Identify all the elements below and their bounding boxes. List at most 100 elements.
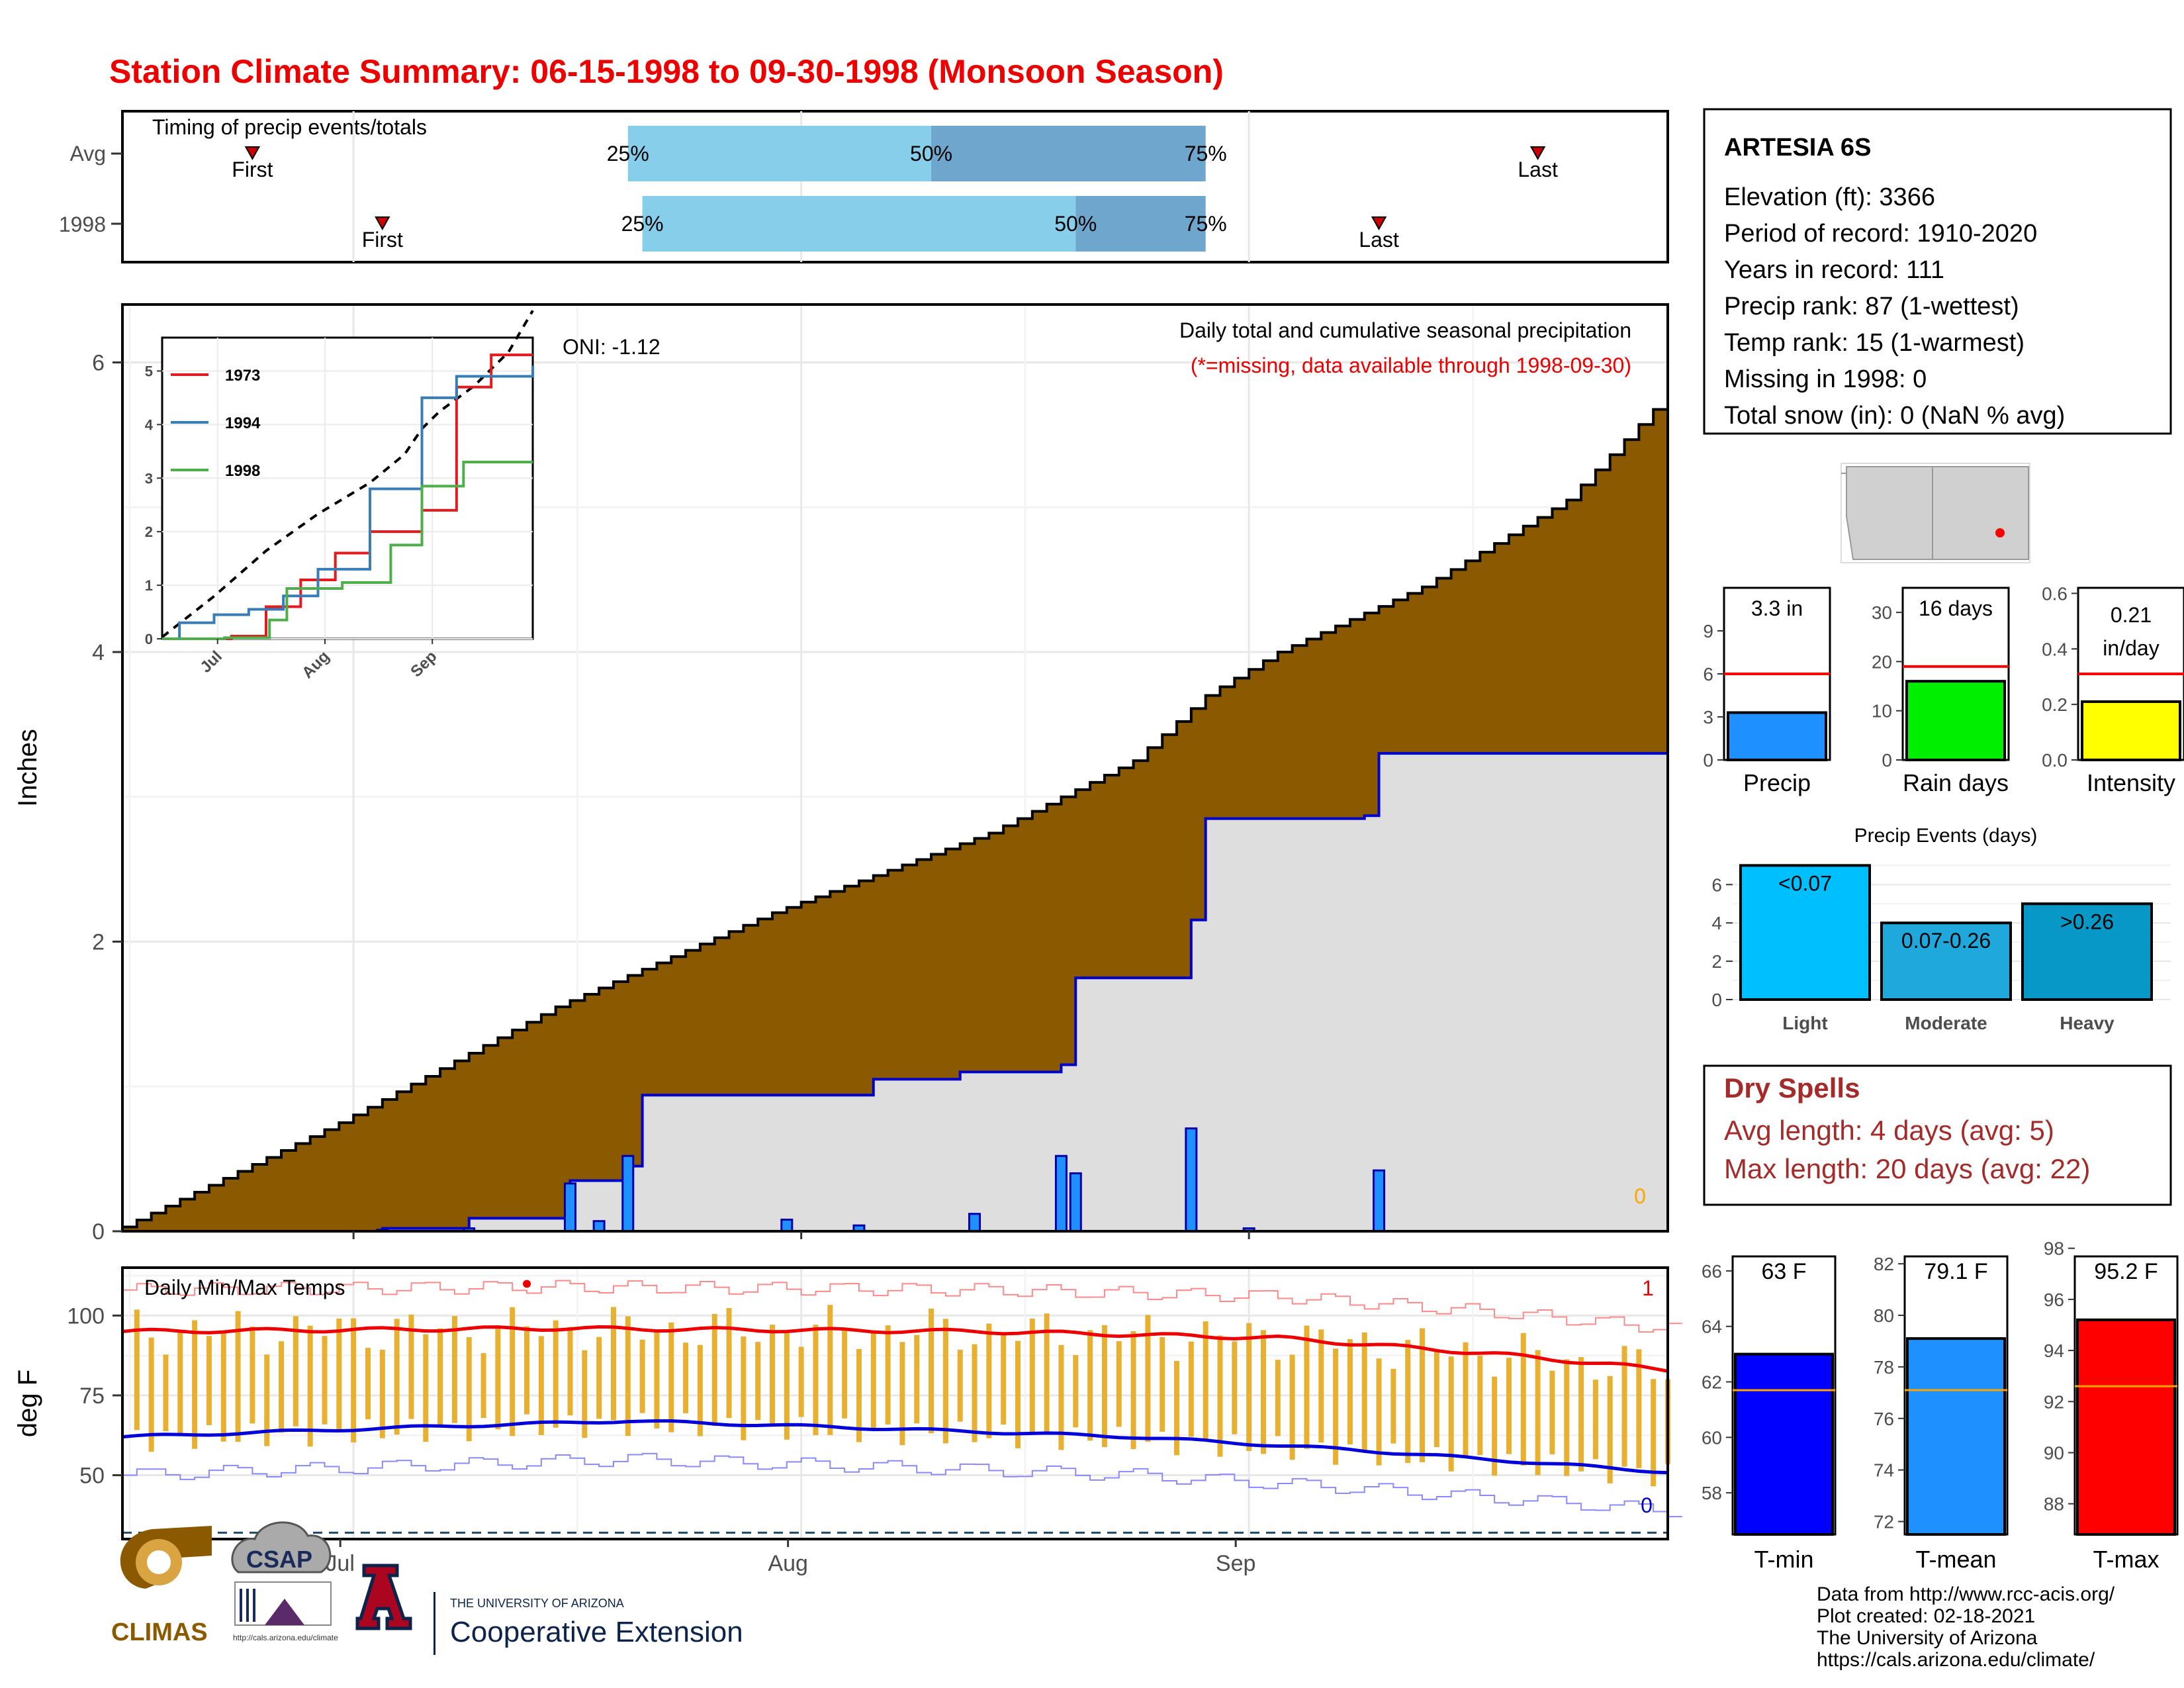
temp-range-bar (1477, 1355, 1483, 1456)
temp-summary-ytick-label: 58 (1702, 1483, 1722, 1503)
temp-range-bar (134, 1309, 140, 1430)
temp-range-bar (1289, 1354, 1295, 1460)
temp-range-bar (899, 1342, 905, 1446)
temp-range-bar (813, 1325, 819, 1436)
inset-legend-label: 1973 (225, 367, 260, 385)
temp-range-bar (1549, 1370, 1555, 1454)
temp-range-bar (437, 1328, 443, 1426)
temp-range-bar (250, 1326, 255, 1424)
temp-range-bar (322, 1336, 328, 1425)
temp-range-bar (553, 1320, 559, 1428)
temp-range-bar (1188, 1341, 1194, 1437)
summary-value-label-0: 3.3 in (1751, 596, 1803, 620)
ua-logo: THE UNIVERSITY OF ARIZONA Cooperative Ex… (355, 1564, 743, 1655)
timing-pct-label: 25% (607, 142, 649, 165)
temp-ytick-label: 100 (67, 1303, 105, 1329)
csap-stripe-3 (253, 1589, 255, 1622)
timing-bar-late-0 (931, 126, 1206, 181)
temp-range-bar (986, 1323, 992, 1438)
timing-rows: 25% 50% 75% First Last 25% 50% 75% First Last (111, 126, 1558, 252)
summary-bars: 0 3 6 9 3.3 in Precip 0 10 20 30 16 days Rain days 0… (1703, 583, 2184, 796)
temp-summary-value-label-2: 95.2 F (2094, 1259, 2158, 1284)
summary-value-label-1: 16 days (1919, 596, 1993, 620)
page-title: Station Climate Summary: 06-15-1998 to 0… (109, 53, 1224, 90)
csap-url: http://cals.arizona.edu/climate (233, 1633, 338, 1642)
station-location-dot (1995, 528, 2005, 538)
events-category-label-2: Heavy (2060, 1013, 2115, 1033)
temp-range-bar (1564, 1359, 1570, 1476)
dry-spells-max: Max length: 20 days (avg: 22) (1724, 1153, 2090, 1184)
temp-range-bar (942, 1319, 948, 1444)
oni-label: ONI: -1.12 (563, 335, 660, 359)
station-info-line: Period of record: 1910-2020 (1724, 220, 2037, 248)
temp-range-bars (134, 1305, 1670, 1487)
station-name: ARTESIA 6S (1724, 134, 1871, 162)
temp-range-bar (163, 1354, 169, 1432)
summary-ytick-label: 0 (1882, 750, 1892, 771)
temp-range-bar (1260, 1330, 1266, 1454)
station-lines: Elevation (ft): 3366 Period of record: 19… (1724, 183, 2065, 430)
summary-ytick-label: 3 (1703, 707, 1713, 727)
temp-range-bar (1463, 1342, 1469, 1458)
events-bar-1 (1880, 921, 2012, 1002)
temp-summary-ytick-label: 90 (2044, 1442, 2064, 1463)
precip-panel: 0 2 4 6 Inches ONI: -1.12 Daily total and c… (13, 303, 1669, 1244)
precip-panel-title: Daily total and cumulative seasonal prec… (1179, 318, 1631, 342)
temp-range-bar (1651, 1379, 1657, 1487)
temp-range-bar (1044, 1313, 1050, 1432)
temp-summary-ytick-label: 98 (2044, 1239, 2064, 1259)
missing-count: 0 (1634, 1184, 1646, 1208)
summary-bar-0 (1727, 711, 1827, 761)
inset-ytick-label: 1 (145, 577, 153, 594)
events-bar-label-1: 0.07-0.26 (1901, 929, 1991, 953)
map-new-mexico-shape (1932, 466, 2029, 560)
temp-ytick-label: 75 (79, 1383, 105, 1409)
temp-summary-ytick-label: 62 (1702, 1372, 1722, 1393)
temp-summary-ytick-label: 78 (1874, 1357, 1894, 1378)
station-info-line: Total snow (in): 0 (NaN % avg) (1724, 402, 2065, 430)
temp-summary-ytick-label: 82 (1874, 1254, 1894, 1274)
temp-range-bar (683, 1342, 689, 1413)
temp-range-bar (1333, 1348, 1339, 1465)
temp-xtick-label: Sep (1216, 1551, 1256, 1576)
temp-range-bar (1448, 1356, 1454, 1472)
temp-range-bar (1405, 1340, 1411, 1464)
csap-cloud (231, 1521, 332, 1573)
temp-range-bar (510, 1307, 516, 1436)
temp-range-bar (264, 1354, 270, 1446)
footer-line: The University of Arizona (1817, 1627, 2038, 1649)
temp-summary-ytick-label: 76 (1874, 1409, 1894, 1429)
inset-ytick-label: 3 (145, 470, 153, 487)
temp-range-bar (697, 1344, 703, 1436)
summary-ytick-label: 0.4 (2042, 639, 2068, 659)
temp-range-bar (495, 1327, 501, 1430)
ua-divider (433, 1592, 435, 1655)
temp-range-bar (307, 1325, 313, 1447)
temp-range-bar (1029, 1318, 1035, 1432)
timing-panel: Timing of precip events/totals Avg 1998 … (59, 110, 1669, 263)
map-arizona-shape (1846, 466, 1933, 560)
inset-ytick-label: 5 (145, 363, 153, 379)
temp-range-bar (1145, 1315, 1151, 1442)
daily-precip-bar (563, 1182, 576, 1233)
inset-legend-label: 1998 (225, 462, 260, 480)
temp-range-bar (842, 1328, 848, 1419)
inset-ytick-label: 2 (145, 524, 153, 540)
timing-last-label-0: Last (1518, 158, 1558, 181)
station-info-line: Temp rank: 15 (1-warmest) (1724, 329, 2025, 357)
temp-lines (122, 1280, 1682, 1534)
climas-mark-center (147, 1550, 171, 1574)
timing-first-marker-1 (375, 216, 390, 231)
temp-range-bar (1275, 1360, 1281, 1436)
temp-range-bar (1101, 1325, 1107, 1448)
temp-range-bar (524, 1326, 530, 1415)
daily-precip-bar (1185, 1127, 1198, 1233)
temp-range-bar (1578, 1357, 1584, 1472)
temp-range-bar (1390, 1368, 1396, 1444)
timing-first-label-0: First (232, 158, 273, 181)
csap-text: CSAP (246, 1546, 312, 1573)
station-info-line: Elevation (ft): 3366 (1724, 183, 1935, 211)
station-info-line: Precip rank: 87 (1-wettest) (1724, 293, 2019, 320)
temp-summary-name-label-1: T-mean (1915, 1546, 1996, 1573)
